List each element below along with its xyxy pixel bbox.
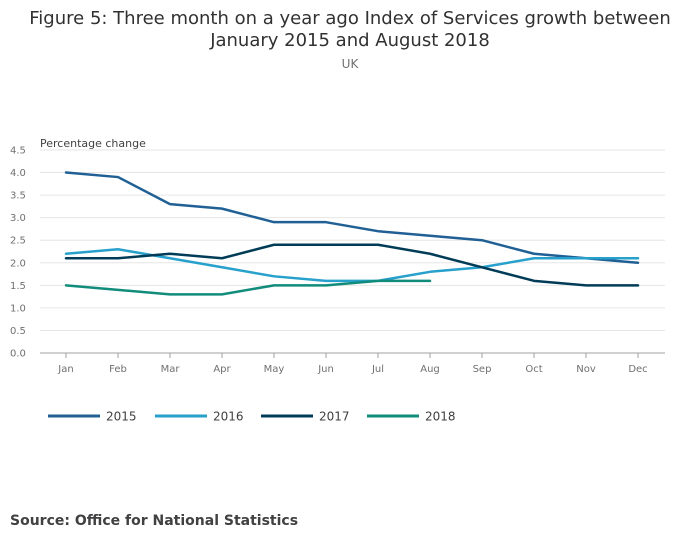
y-tick-label: 0.5 [10, 326, 26, 337]
y-tick-label: 1.0 [10, 303, 26, 314]
x-tick-label: Sep [473, 364, 492, 375]
line-chart: 0.0 0.5 1.0 1.5 2.0 2.5 3.0 3.5 4.0 4.5 Jan Feb Mar… [10, 137, 665, 424]
x-tick-label: Oct [525, 364, 542, 375]
y-tick-label: 0.0 [10, 349, 26, 360]
series-line-2017 [64, 243, 640, 287]
legend-label: 2015 [106, 410, 137, 424]
series-line-2016 [64, 247, 640, 283]
series-lines [64, 171, 640, 296]
x-tick-label: Dec [628, 364, 647, 375]
gridlines [40, 149, 665, 354]
x-tick-label: Nov [576, 364, 596, 375]
series-line-2018 [64, 279, 432, 296]
x-axis-ticks: Jan Feb Mar Apr May Jun Jul Aug Sep Oct Nov Dec [57, 353, 648, 375]
y-tick-label: 3.5 [10, 191, 26, 202]
series-line-2015 [64, 171, 640, 265]
chart-subtitle: UK [341, 57, 359, 71]
x-tick-label: Jan [57, 364, 73, 375]
legend-item-2017[interactable]: 2017 [261, 410, 350, 424]
legend-item-2016[interactable]: 2016 [155, 410, 244, 424]
legend-label: 2016 [213, 410, 244, 424]
x-tick-label: Aug [420, 364, 440, 375]
legend: 2015 2016 2017 2018 [48, 410, 456, 424]
x-tick-label: Jun [317, 364, 334, 375]
legend-item-2015[interactable]: 2015 [48, 410, 137, 424]
x-tick-label: Mar [161, 364, 181, 375]
legend-label: 2017 [319, 410, 350, 424]
chart-title: Figure 5: Three month on a year ago Inde… [29, 8, 671, 51]
legend-label: 2018 [425, 410, 456, 424]
y-axis-ticks: 0.0 0.5 1.0 1.5 2.0 2.5 3.0 3.5 4.0 4.5 [10, 146, 26, 360]
y-tick-label: 3.0 [10, 213, 26, 224]
y-tick-label: 4.5 [10, 146, 26, 157]
y-tick-label: 2.0 [10, 258, 26, 269]
x-tick-label: Apr [213, 364, 231, 375]
y-tick-label: 1.5 [10, 281, 26, 292]
x-tick-label: Jul [371, 364, 384, 375]
source-note: Source: Office for National Statistics [10, 513, 299, 529]
y-axis-label: Percentage change [40, 137, 146, 150]
legend-item-2018[interactable]: 2018 [367, 410, 456, 424]
x-tick-label: Feb [109, 364, 127, 375]
y-tick-label: 4.0 [10, 168, 26, 179]
x-tick-label: May [264, 364, 285, 375]
y-tick-label: 2.5 [10, 236, 26, 247]
